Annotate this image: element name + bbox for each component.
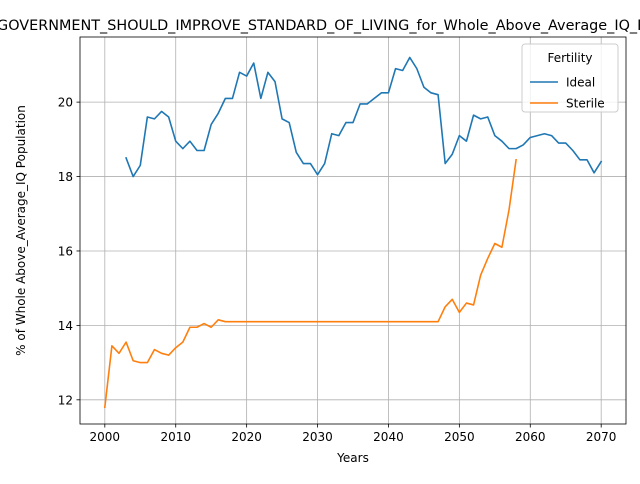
y-tick-label: 18 [58,170,73,184]
y-tick-label: 16 [58,244,73,258]
legend-title: Fertility [547,51,592,65]
x-tick-label: 2040 [373,430,404,444]
series-lines [103,56,603,409]
y-axis-ticks: 12 14 16 18 20 [58,96,80,407]
x-tick-label: 2030 [302,430,333,444]
y-tick-label: 20 [58,96,73,110]
series-line-ideal [125,56,603,178]
legend-label-sterile: Sterile [566,97,605,111]
legend: Fertility Ideal Sterile [521,43,619,113]
legend-box [521,43,619,113]
x-tick-label: 2050 [444,430,475,444]
series-line-sterile [103,158,517,409]
y-tick-label: 14 [58,319,73,333]
x-tick-label: 2020 [231,430,262,444]
legend-label-ideal: Ideal [566,76,595,90]
x-axis-label: Years [336,451,369,465]
y-tick-label: 12 [58,393,73,407]
y-axis-label: % of Whole Above_Average_IQ Population [14,105,28,356]
x-tick-label: 2010 [160,430,191,444]
x-axis-ticks: 2000 2010 2020 2030 2040 2050 2060 2070 [90,424,617,444]
plot-frame [79,36,627,425]
x-tick-label: 2060 [515,430,546,444]
chart-title: Agree_in_GOVERNMENT_SHOULD_IMPROVE_STAND… [0,18,640,34]
x-tick-label: 2070 [586,430,617,444]
legend-items: Ideal Sterile [530,76,605,111]
x-tick-label: 2000 [90,430,121,444]
